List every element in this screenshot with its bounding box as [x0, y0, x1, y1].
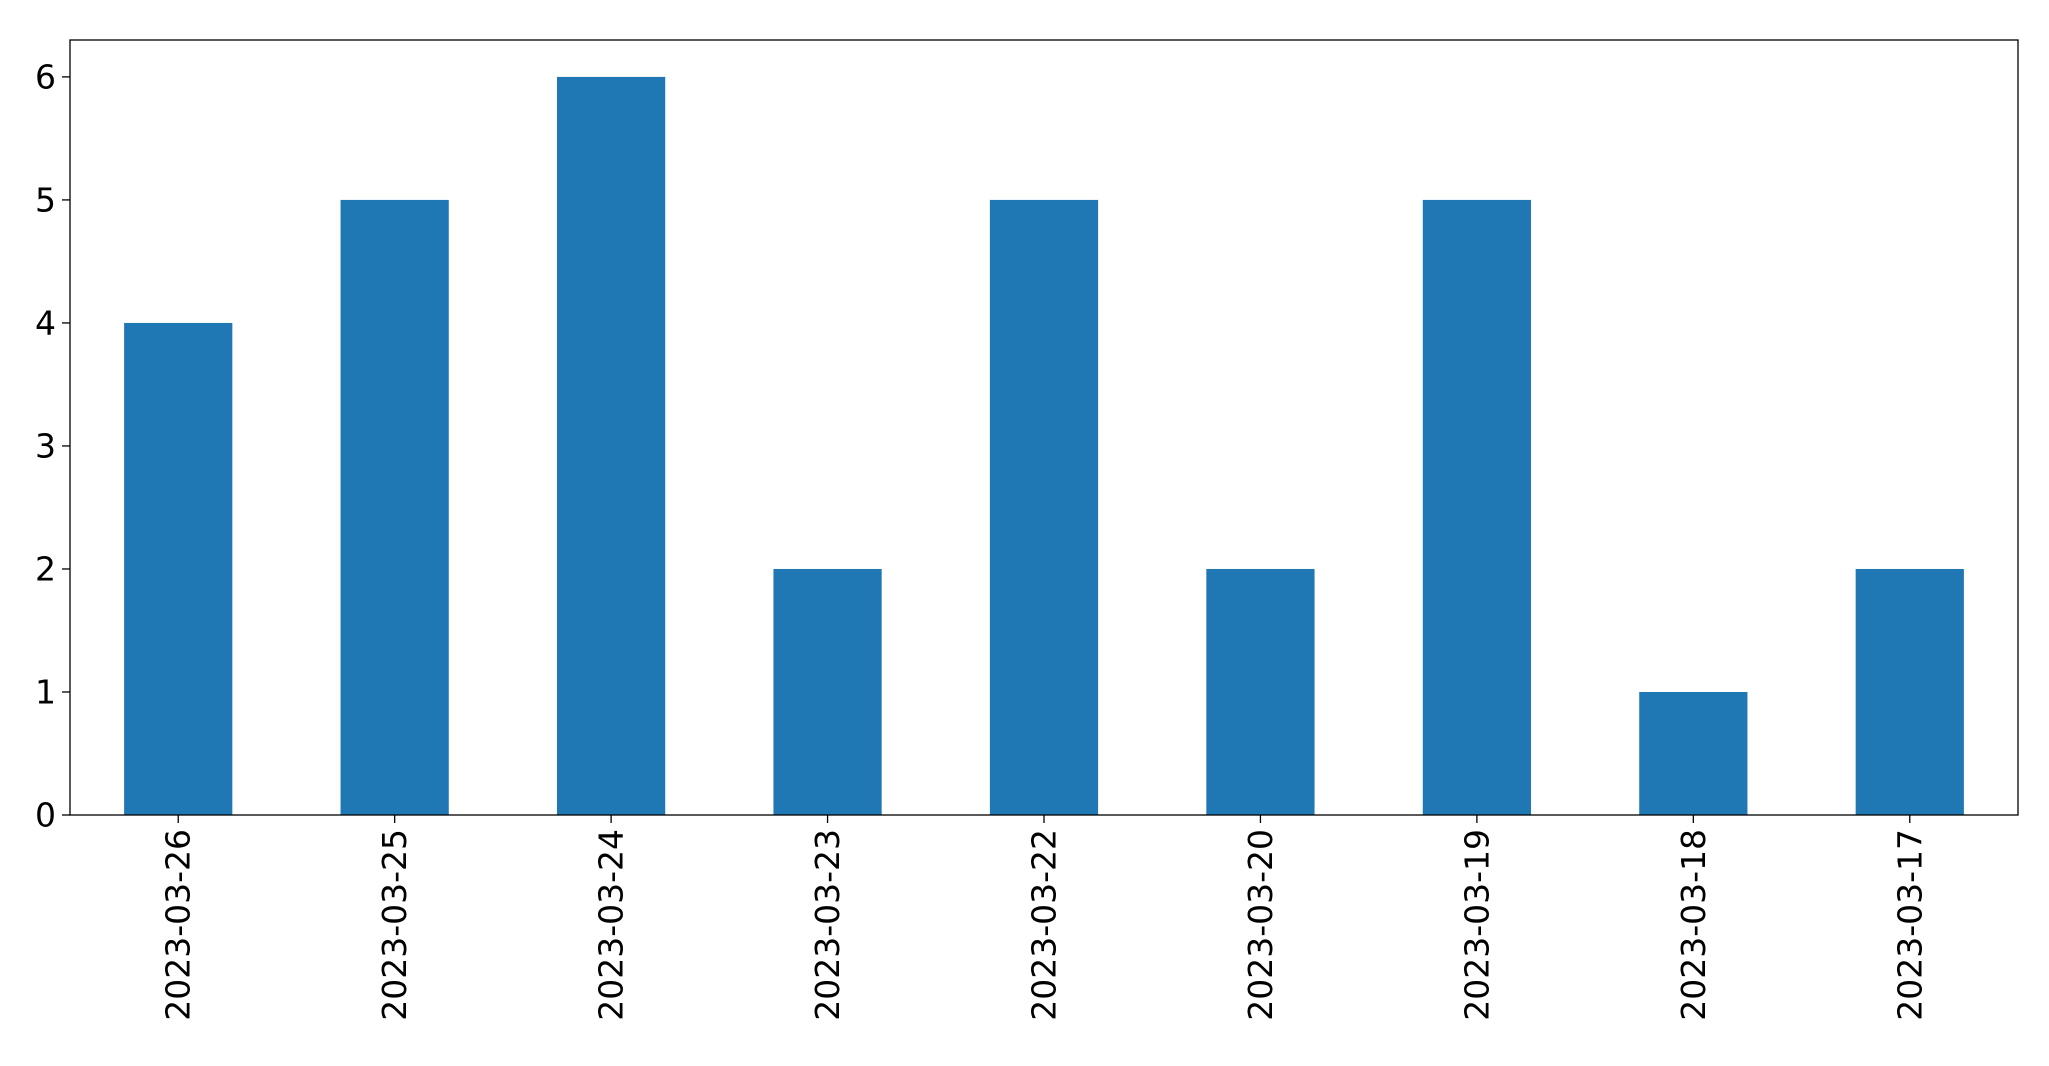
bar-2023-03-24 [557, 76, 666, 815]
x-tick-label: 2023-03-18 [1674, 829, 1713, 1021]
bar-2023-03-25 [340, 199, 449, 815]
y-tick-label: 4 [35, 303, 56, 342]
bar-2023-03-17 [1855, 568, 1964, 815]
plot-frame [69, 39, 2019, 816]
x-tick-label: 2023-03-19 [1457, 829, 1496, 1021]
y-tick-label: 5 [35, 180, 56, 219]
bars-layer [124, 76, 1964, 815]
x-tick-label: 2023-03-26 [159, 829, 198, 1021]
x-tick-label: 2023-03-17 [1890, 829, 1929, 1021]
x-axis: 2023-03-26 2023-03-25 2023-03-24 2023-03-23… [159, 815, 1929, 1021]
x-tick-label: 2023-03-25 [375, 829, 414, 1021]
y-tick-label: 0 [35, 796, 56, 835]
y-tick-label: 2 [35, 549, 56, 588]
y-axis: 0 1 2 3 4 5 6 [35, 57, 70, 835]
y-tick-label: 1 [35, 672, 56, 711]
y-tick-label: 6 [35, 57, 56, 96]
bar-2023-03-22 [989, 199, 1099, 815]
x-tick-label: 2023-03-23 [808, 829, 847, 1021]
x-tick-label: 2023-03-22 [1025, 829, 1064, 1021]
bar-2023-03-23 [773, 568, 882, 815]
y-tick-label: 3 [35, 426, 56, 465]
bar-2023-03-20 [1206, 568, 1315, 815]
bar-2023-03-19 [1422, 199, 1531, 815]
x-tick-label: 2023-03-24 [592, 829, 631, 1021]
bar-2023-03-18 [1639, 691, 1748, 815]
bar-2023-03-26 [124, 322, 233, 815]
x-tick-label: 2023-03-20 [1241, 829, 1280, 1021]
